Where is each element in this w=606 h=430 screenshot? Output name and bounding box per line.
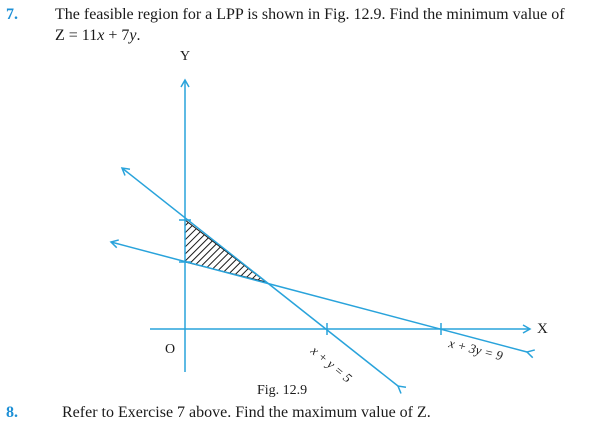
line-x-plus-3y-eq-9 — [109, 239, 535, 359]
figure-caption: Fig. 12.9 — [257, 383, 307, 398]
origin-label: O — [165, 342, 175, 357]
question-7-var-x: x — [97, 27, 105, 44]
question-7-z-mid: + 7 — [104, 27, 130, 44]
y-axis-label: Y — [180, 49, 190, 64]
question-7-z-prefix: Z = 11 — [55, 27, 98, 44]
line-1-label: x + y = 5 — [307, 342, 355, 386]
question-7-z-suffix: . — [136, 27, 141, 44]
question-8-number: 8. — [6, 404, 18, 421]
line-x-plus-y-eq-5 — [120, 167, 407, 394]
question-7-line-1: The feasible region for a LPP is shown i… — [55, 6, 565, 23]
question-7-line-2: Z = 11x + 7y. — [55, 27, 140, 45]
x-axis-label: X — [537, 321, 548, 337]
question-8-text: Refer to Exercise 7 above. Find the maxi… — [62, 404, 431, 421]
line-2-label: x + 3y = 9 — [446, 335, 505, 363]
question-7-number: 7. — [6, 6, 18, 23]
question-7-var-y: y — [129, 27, 137, 44]
